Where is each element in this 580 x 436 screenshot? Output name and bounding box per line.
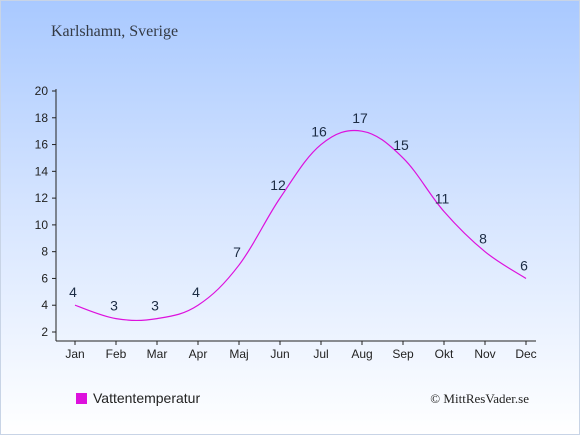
legend: Vattentemperatur: [76, 390, 200, 406]
y-tick-label: 20: [35, 84, 49, 98]
x-tick-label: Okt: [435, 347, 454, 361]
y-tick-label: 10: [35, 218, 49, 232]
y-tick-label: 6: [41, 271, 48, 285]
y-tick-label: 14: [35, 164, 49, 178]
data-label: 3: [151, 298, 159, 314]
x-tick-label: Jun: [270, 347, 289, 361]
data-label: 8: [479, 231, 487, 247]
data-label: 16: [311, 124, 327, 140]
x-tick-label: Mar: [147, 347, 168, 361]
y-tick-label: 2: [41, 325, 48, 339]
data-label: 15: [393, 137, 409, 153]
series-line-vattentemperatur: [74, 129, 527, 322]
data-label: 4: [192, 284, 200, 300]
x-tick-label: Feb: [106, 347, 127, 361]
x-tick-label: Aug: [351, 347, 372, 361]
y-tick-label: 12: [35, 191, 49, 205]
x-tick-label: Maj: [229, 347, 248, 361]
data-label: 6: [520, 257, 528, 273]
data-label: 3: [110, 298, 118, 314]
legend-swatch: [76, 392, 87, 404]
y-tick-label: 16: [35, 138, 49, 152]
x-tick-label: Jul: [313, 347, 328, 361]
data-label: 17: [352, 110, 368, 126]
y-tick-label: 4: [41, 298, 48, 312]
legend-label: Vattentemperatur: [93, 390, 201, 406]
data-label: 12: [270, 177, 286, 193]
x-tick-label: Dec: [515, 347, 536, 361]
chart-title: Karlshamn, Sverige: [51, 23, 179, 40]
y-tick-label: 8: [41, 245, 48, 259]
x-tick-label: Sep: [392, 347, 414, 361]
data-label: 4: [69, 284, 77, 300]
x-tick-label: Apr: [189, 347, 208, 361]
y-tick-label: 18: [35, 111, 49, 125]
data-label: 7: [233, 244, 241, 260]
data-label: 11: [435, 191, 450, 207]
copyright-text: © MittResVader.se: [430, 391, 529, 406]
x-tick-label: Jan: [65, 347, 84, 361]
x-tick-label: Nov: [474, 347, 495, 361]
